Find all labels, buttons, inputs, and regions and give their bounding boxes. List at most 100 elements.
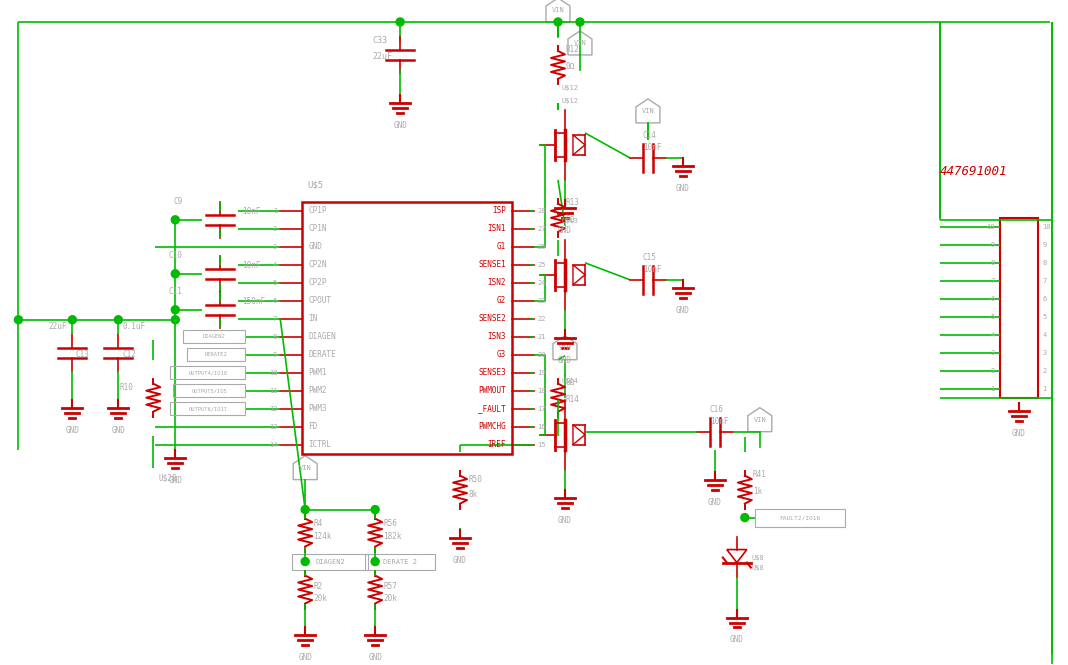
Text: GND: GND: [453, 555, 467, 565]
Text: 150nF: 150nF: [242, 297, 265, 307]
Text: CP2P: CP2P: [309, 278, 327, 287]
Text: 2: 2: [990, 368, 994, 374]
Text: GND: GND: [368, 654, 382, 662]
Text: R4: R4: [313, 519, 323, 527]
Text: SENSE1: SENSE1: [478, 260, 506, 269]
Text: CP1P: CP1P: [309, 206, 327, 215]
Circle shape: [171, 270, 179, 278]
Text: G2: G2: [497, 297, 506, 305]
Text: 2: 2: [273, 226, 278, 232]
Text: 9: 9: [1042, 242, 1047, 248]
Text: 5: 5: [1042, 314, 1047, 320]
Text: CPOUT: CPOUT: [309, 297, 331, 305]
Text: U$14: U$14: [562, 378, 579, 384]
Text: GND: GND: [559, 356, 571, 364]
Text: _FAULT: _FAULT: [478, 404, 506, 413]
Text: 8: 8: [990, 260, 994, 266]
Text: C13: C13: [76, 350, 90, 359]
Text: 9: 9: [990, 242, 994, 248]
Text: ISN2: ISN2: [487, 278, 506, 287]
Text: 15: 15: [537, 442, 546, 448]
Text: GND: GND: [559, 226, 571, 235]
Text: PWMCHG: PWMCHG: [478, 422, 506, 431]
Text: GND: GND: [729, 636, 743, 644]
Text: GND: GND: [676, 306, 690, 315]
Text: 1: 1: [990, 386, 994, 392]
Text: U$8: U$8: [752, 565, 765, 571]
Text: C15: C15: [643, 253, 657, 262]
Text: C10: C10: [169, 251, 183, 260]
Text: 13: 13: [269, 424, 278, 430]
Circle shape: [171, 216, 179, 224]
Text: 0Ω: 0Ω: [566, 378, 576, 387]
Circle shape: [14, 316, 22, 324]
Text: IN: IN: [309, 315, 317, 323]
Text: 18: 18: [537, 388, 546, 394]
Text: DIAGEN: DIAGEN: [309, 332, 336, 341]
Text: G3: G3: [497, 350, 506, 359]
Text: OUTPUT6/IO17: OUTPUT6/IO17: [188, 406, 227, 411]
Text: ICTRL: ICTRL: [309, 440, 331, 449]
Text: 25: 25: [537, 262, 546, 268]
Text: 5: 5: [990, 314, 994, 320]
Text: FAULT2/IO16: FAULT2/IO16: [780, 515, 820, 520]
Text: PWM3: PWM3: [309, 404, 327, 413]
Circle shape: [741, 513, 749, 521]
Text: 27: 27: [537, 226, 546, 232]
Text: 6: 6: [1042, 296, 1047, 302]
Text: ISN3: ISN3: [487, 332, 506, 341]
Text: 10nF: 10nF: [643, 265, 661, 274]
Text: 3: 3: [273, 244, 278, 250]
Text: 26: 26: [537, 244, 546, 250]
Text: VIN: VIN: [574, 40, 586, 46]
Text: GND: GND: [708, 497, 722, 507]
Text: DERATE 2: DERATE 2: [383, 559, 418, 565]
Text: 23: 23: [537, 298, 546, 304]
Text: 20k: 20k: [313, 594, 327, 602]
Text: 12: 12: [269, 406, 278, 412]
Text: 4: 4: [1042, 332, 1047, 338]
Text: DIAGEN2: DIAGEN2: [315, 559, 345, 565]
Text: 7: 7: [273, 316, 278, 322]
Bar: [184, 331, 246, 343]
Text: VIN: VIN: [551, 7, 564, 13]
Text: 7: 7: [990, 278, 994, 284]
Text: R14: R14: [566, 395, 580, 404]
Text: 0.1uF: 0.1uF: [123, 323, 145, 331]
Text: DERATE2: DERATE2: [205, 352, 227, 357]
Text: GND: GND: [65, 426, 79, 435]
Text: 3: 3: [1042, 350, 1047, 356]
Text: U$8: U$8: [752, 555, 765, 561]
Text: 10nF: 10nF: [643, 144, 661, 152]
Circle shape: [576, 18, 584, 26]
Circle shape: [554, 18, 562, 26]
Bar: [170, 366, 246, 379]
Bar: [755, 509, 845, 527]
Text: 6: 6: [990, 296, 994, 302]
Text: 8k: 8k: [468, 490, 477, 499]
Text: 0Ω: 0Ω: [566, 215, 576, 224]
Text: 10nF: 10nF: [242, 261, 261, 270]
Text: 11: 11: [269, 388, 278, 394]
Text: R10: R10: [120, 383, 134, 392]
Text: R57: R57: [383, 581, 397, 591]
Text: GND: GND: [111, 426, 125, 435]
Text: 4: 4: [990, 332, 994, 338]
Text: 10nF: 10nF: [710, 417, 728, 426]
Text: GND: GND: [393, 121, 407, 130]
Text: R13: R13: [566, 198, 580, 207]
Text: 1: 1: [273, 208, 278, 214]
Circle shape: [371, 557, 379, 565]
Text: PWMOUT: PWMOUT: [478, 386, 506, 395]
Text: 22uF: 22uF: [372, 53, 392, 61]
Text: 22uF: 22uF: [49, 323, 67, 331]
Text: DERATE: DERATE: [309, 350, 336, 359]
Text: U$13: U$13: [562, 218, 579, 224]
Text: 20: 20: [537, 352, 546, 358]
Bar: [170, 402, 246, 415]
Text: 2: 2: [1042, 368, 1047, 374]
Text: ISP: ISP: [492, 206, 506, 215]
Text: VIN: VIN: [642, 108, 655, 114]
Text: R2: R2: [313, 581, 323, 591]
Text: 7: 7: [1042, 278, 1047, 284]
